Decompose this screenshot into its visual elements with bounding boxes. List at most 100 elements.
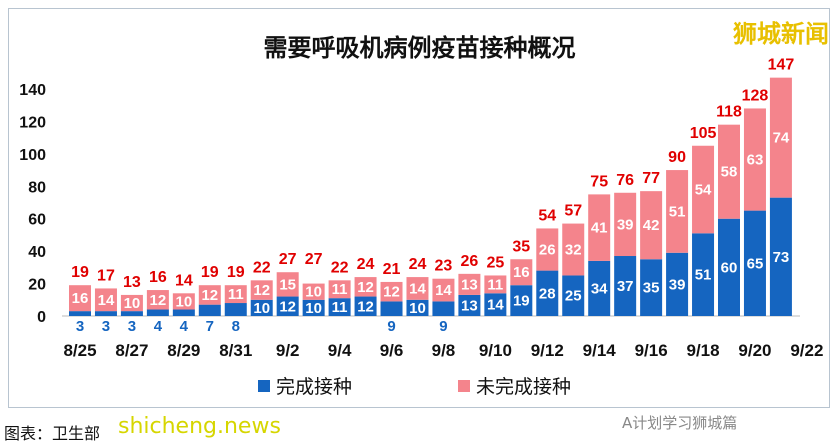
bar-value-label: 12 <box>150 292 167 309</box>
x-tick-label: 9/12 <box>531 341 564 360</box>
total-label: 22 <box>253 259 271 276</box>
bar-vaccinated <box>614 256 637 316</box>
bar-vaccinated <box>406 299 429 316</box>
bar-vaccinated <box>640 259 663 316</box>
bar-vaccinated <box>692 233 715 316</box>
bar-value-label: 35 <box>643 280 660 297</box>
bar-value-label: 37 <box>617 278 634 295</box>
bar-unvaccinated <box>666 170 689 253</box>
bar-value-label: 7 <box>206 318 214 335</box>
bar-vaccinated <box>146 309 169 316</box>
bar-vaccinated <box>198 304 221 316</box>
bar-unvaccinated <box>328 280 351 299</box>
bar-value-label: 14 <box>435 282 452 299</box>
bar-value-label: 16 <box>513 264 530 281</box>
bar-vaccinated <box>743 210 766 316</box>
bar-value-label: 10 <box>305 284 322 301</box>
bar-value-label: 12 <box>201 287 218 304</box>
x-tick-label: 8/27 <box>115 341 148 360</box>
x-tick-label: 9/20 <box>738 341 771 360</box>
bar-value-label: 11 <box>332 281 348 298</box>
bar-unvaccinated <box>94 288 117 312</box>
bar-unvaccinated <box>250 280 273 300</box>
bar-value-label: 8 <box>232 318 240 335</box>
x-tick-label: 9/18 <box>686 341 719 360</box>
bar-vaccinated <box>769 197 792 316</box>
bar-unvaccinated <box>458 273 481 295</box>
x-tick-label: 9/16 <box>635 341 668 360</box>
brand-logo: 狮城新闻 <box>733 20 829 48</box>
bar-unvaccinated <box>484 275 507 294</box>
total-label: 25 <box>486 254 504 271</box>
bar-value-label: 16 <box>72 290 89 307</box>
x-tick-label: 9/8 <box>432 341 456 360</box>
bar-vaccinated <box>432 301 455 316</box>
bar-unvaccinated <box>354 277 377 297</box>
total-label: 14 <box>175 272 193 289</box>
bar-value-label: 12 <box>279 298 296 315</box>
bar-vaccinated <box>250 299 273 316</box>
bar-value-label: 14 <box>409 280 426 297</box>
x-tick-label: 8/31 <box>219 341 252 360</box>
legend-swatch <box>258 379 270 392</box>
x-tick-label: 9/4 <box>328 341 352 360</box>
legend-item-vaccinated: 完成接种 <box>258 372 352 399</box>
site-watermark: shicheng.news <box>118 414 281 439</box>
legend-label: 未完成接种 <box>476 376 572 398</box>
x-tick-label: 8/25 <box>63 341 96 360</box>
x-tick-label: 8/29 <box>167 341 200 360</box>
total-label: 22 <box>331 259 349 276</box>
total-label: 35 <box>512 238 530 255</box>
bar-value-label: 14 <box>98 292 115 309</box>
bar-value-label: 15 <box>279 276 296 293</box>
bar-value-label: 10 <box>253 300 270 317</box>
bar-value-label: 25 <box>565 288 582 305</box>
bar-vaccinated <box>484 293 507 316</box>
bar-vaccinated <box>354 296 377 316</box>
bar-value-label: 11 <box>487 276 503 293</box>
bar-unvaccinated <box>588 194 611 261</box>
bar-unvaccinated <box>224 285 247 304</box>
bar-value-label: 12 <box>253 282 270 299</box>
total-label: 23 <box>435 258 453 275</box>
bar-vaccinated <box>380 301 403 316</box>
bar-value-label: 3 <box>76 318 84 335</box>
chart-frame <box>8 8 830 408</box>
bar-value-label: 10 <box>409 300 426 317</box>
bar-value-label: 28 <box>539 285 556 302</box>
y-tick-label: 80 <box>28 179 46 196</box>
bar-value-label: 4 <box>154 318 163 335</box>
bar-value-label: 3 <box>128 318 136 335</box>
bar-unvaccinated <box>120 294 143 312</box>
bar-unvaccinated <box>302 283 325 300</box>
bar-value-label: 39 <box>617 216 634 233</box>
total-label: 27 <box>279 251 297 268</box>
bar-value-label: 13 <box>461 276 478 293</box>
bar-value-label: 10 <box>305 300 322 317</box>
bar-value-label: 54 <box>695 182 712 199</box>
bar-value-label: 12 <box>383 284 400 301</box>
chart-title: 需要呼吸机病例疫苗接种概况 <box>263 34 576 62</box>
total-label: 76 <box>616 172 634 189</box>
bar-value-label: 39 <box>669 276 686 293</box>
bar-unvaccinated <box>146 290 169 310</box>
total-label: 147 <box>768 57 795 74</box>
bar-value-label: 58 <box>721 164 738 181</box>
bar-value-label: 12 <box>357 298 374 315</box>
bar-vaccinated <box>94 311 117 316</box>
bar-value-label: 51 <box>695 267 712 284</box>
bar-vaccinated <box>302 299 325 316</box>
bar-unvaccinated <box>276 272 299 297</box>
bar-value-label: 65 <box>747 255 764 272</box>
x-tick-label: 9/22 <box>790 341 823 360</box>
bar-value-label: 34 <box>591 280 608 297</box>
bar-value-label: 41 <box>591 220 608 237</box>
total-label: 105 <box>690 125 717 142</box>
bar-vaccinated <box>328 298 351 316</box>
bar-unvaccinated <box>562 223 585 276</box>
total-label: 19 <box>201 264 219 281</box>
wechat-watermark: A计划学习狮城篇 <box>622 414 738 432</box>
total-label: 16 <box>149 269 167 286</box>
legend-swatch <box>458 379 470 392</box>
